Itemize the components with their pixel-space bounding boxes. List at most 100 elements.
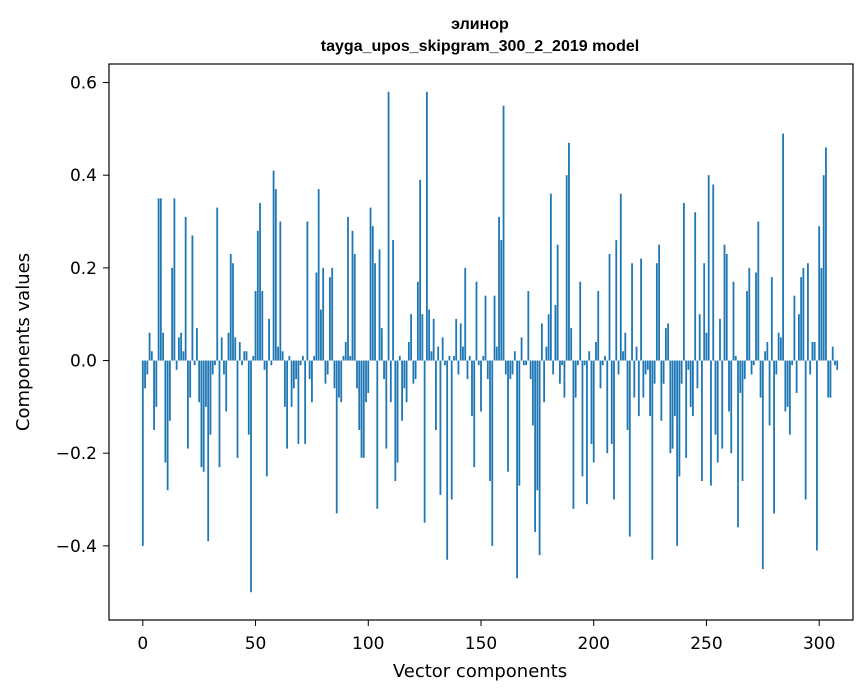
- bar: [473, 360, 476, 468]
- bar: [728, 360, 730, 412]
- bar: [547, 314, 550, 361]
- bar: [349, 355, 352, 361]
- bar: [462, 346, 464, 361]
- bar: [577, 360, 579, 366]
- bar: [813, 342, 816, 361]
- bar: [592, 360, 595, 463]
- bar: [680, 360, 683, 384]
- bar: [304, 360, 307, 444]
- bar: [407, 342, 410, 361]
- bar: [414, 360, 417, 380]
- bar: [299, 360, 302, 366]
- bar: [563, 360, 566, 398]
- bar: [554, 304, 557, 361]
- bar: [710, 360, 712, 486]
- bar: [155, 360, 158, 407]
- bar: [475, 281, 478, 361]
- bar: [786, 360, 789, 407]
- bar: [804, 360, 807, 500]
- bar: [511, 360, 514, 375]
- bar: [775, 360, 778, 375]
- bar: [486, 360, 489, 380]
- bar: [642, 360, 645, 398]
- bar: [509, 360, 512, 380]
- y-tick-label: 0.2: [70, 259, 97, 279]
- bar: [376, 360, 379, 509]
- bar: [685, 360, 688, 458]
- bar: [716, 360, 719, 463]
- bar: [435, 360, 437, 431]
- bar: [227, 332, 230, 361]
- bar: [191, 235, 194, 361]
- bar: [653, 360, 656, 384]
- y-tick-label: −0.4: [56, 537, 97, 557]
- bar: [637, 360, 640, 417]
- bar: [144, 360, 146, 389]
- bar: [157, 198, 160, 361]
- bar: [268, 318, 270, 361]
- bar: [777, 332, 780, 361]
- bar: [477, 360, 480, 366]
- bar: [385, 360, 388, 449]
- bar: [225, 360, 228, 412]
- bar: [234, 337, 237, 361]
- bar: [205, 360, 207, 407]
- bar: [572, 360, 575, 509]
- bar: [392, 240, 394, 361]
- bar: [423, 360, 426, 523]
- bar: [491, 360, 494, 546]
- bar: [622, 351, 624, 361]
- bar: [694, 212, 697, 361]
- bar: [673, 360, 676, 417]
- bar: [283, 360, 286, 407]
- bar: [527, 291, 530, 361]
- bar: [347, 216, 349, 361]
- bar: [421, 314, 424, 361]
- bar: [214, 360, 216, 366]
- bar: [820, 267, 823, 361]
- bar: [464, 267, 467, 361]
- bar: [459, 323, 462, 361]
- bar: [633, 360, 636, 398]
- bar: [646, 360, 649, 370]
- bar: [437, 346, 440, 361]
- bar: [362, 360, 365, 458]
- bar: [590, 360, 593, 444]
- bar: [153, 360, 155, 431]
- bar: [281, 351, 284, 361]
- bar: [761, 360, 764, 570]
- bar: [552, 360, 555, 375]
- bar: [342, 355, 345, 361]
- bar: [365, 360, 367, 403]
- bar: [825, 147, 827, 361]
- bar: [236, 360, 239, 458]
- bar: [308, 360, 311, 380]
- bar: [444, 360, 446, 366]
- bar: [396, 360, 399, 463]
- bar: [468, 355, 471, 361]
- bar: [829, 360, 832, 398]
- bar: [254, 291, 257, 361]
- bar: [734, 355, 737, 361]
- bar: [495, 346, 498, 361]
- bar: [322, 267, 325, 361]
- bar: [669, 360, 672, 454]
- bar: [836, 360, 839, 370]
- bar: [171, 267, 174, 361]
- chart-title: элинор: [451, 16, 509, 33]
- bar: [159, 198, 162, 361]
- bar: [480, 360, 482, 412]
- bar: [358, 360, 361, 431]
- bar: [398, 355, 401, 361]
- bar: [689, 360, 692, 407]
- bar: [389, 360, 392, 403]
- bar: [748, 267, 751, 361]
- bar: [216, 207, 219, 361]
- bar: [770, 277, 773, 361]
- bar: [288, 355, 291, 361]
- bar: [232, 263, 234, 361]
- bar: [608, 253, 611, 361]
- bar: [626, 360, 629, 431]
- bar: [207, 360, 210, 542]
- bar: [714, 360, 717, 435]
